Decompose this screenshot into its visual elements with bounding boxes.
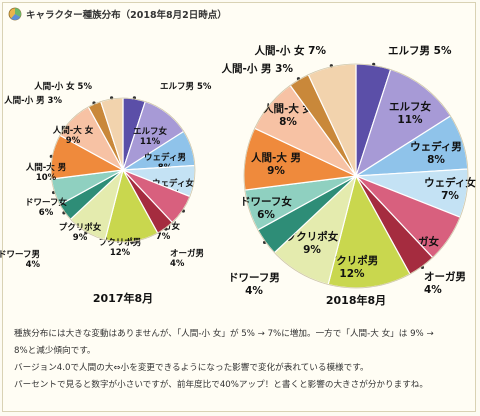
pie-chart-1: エルフ男 5%エルフ女11%ウェディ男8%ウェディ女7%オーガ女7%オーガ男4%…	[0, 81, 212, 305]
slice-label: ドワーフ女 6%	[25, 197, 67, 218]
slice-label: プクリポ男 12%	[326, 254, 379, 280]
slice-label: プクリポ女 9%	[286, 230, 339, 256]
slice-label: エルフ女 11%	[133, 126, 168, 147]
slice-label: ドワーフ男 4%	[228, 272, 280, 297]
slice-label: エルフ男 5%	[388, 45, 452, 57]
description-line: 種族分布には大きな変動はありませんが、「人間-小 女」が 5% → 7%に増加。…	[14, 329, 434, 339]
slice-label: ドワーフ女 6%	[240, 195, 292, 221]
slice-label: 人間-大 女 8%	[263, 102, 314, 128]
slice-label: ドワーフ男 4%	[0, 250, 40, 270]
pie-outline	[50, 97, 196, 243]
header: キャラクター種族分布（2018年8月2日時点）	[8, 6, 227, 22]
slice-label: 人間-大 女 9%	[53, 125, 94, 146]
slice-label: プクリポ女 9%	[59, 222, 102, 243]
pie-chart-icon	[8, 7, 22, 21]
page-title: キャラクター種族分布（2018年8月2日時点）	[26, 10, 227, 21]
description-line: 8%と減少傾向です。	[14, 346, 96, 356]
description-line: パーセントで見ると数字が小さいですが、前年度比で40%アップ！と書くと影響の大き…	[14, 380, 428, 390]
slice-label: オーガ男 4%	[424, 270, 466, 296]
pie-chart-2: エルフ男 5%エルフ女11%ウェディ男8%ウェディ女7%オーガ女7%オーガ男4%…	[222, 44, 477, 307]
description: 種族分布には大きな変動はありませんが、「人間-小 女」が 5% → 7%に増加。…	[14, 326, 469, 394]
slice-label: エルフ男 5%	[160, 82, 212, 92]
slice-label: プクリポ男 12%	[99, 237, 142, 258]
slice-label: オーガ男 4%	[170, 248, 204, 269]
slice-label: 人間-小 男 3%	[222, 62, 294, 75]
slice-label: エルフ女 11%	[389, 100, 431, 126]
chart-title: 2017年8月	[93, 291, 153, 305]
description-line: バージョン4.0で人間の大⇔小を変更できるようになった影響で変化が表れている模様…	[14, 363, 369, 373]
slice-label: 人間-小 女 5%	[34, 81, 92, 92]
chart-title: 2018年8月	[326, 293, 386, 307]
slice-label: 人間-小 女 7%	[255, 44, 327, 57]
slice-label: 人間-大 男 10%	[26, 162, 67, 183]
slice-label: 人間-小 男 3%	[4, 95, 62, 106]
pie-outline	[243, 63, 469, 289]
slice-label: 人間-大 男 9%	[251, 151, 301, 177]
